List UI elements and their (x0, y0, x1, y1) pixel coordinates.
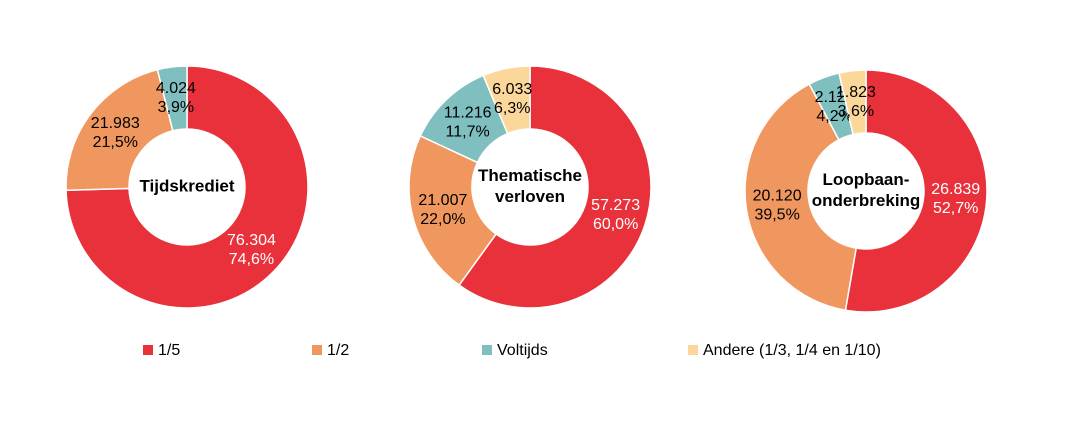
percent-label: 6,3% (494, 100, 530, 117)
percent-label: 60,0% (593, 216, 638, 233)
percent-label: 74,6% (229, 251, 274, 268)
value-label: 20.120 (753, 187, 802, 204)
legend-swatch (688, 345, 698, 355)
chart-title: verloven (495, 187, 565, 206)
donut-segment (838, 69, 867, 136)
legend-label: 1/5 (158, 342, 180, 359)
chart-title: onderbreking (812, 191, 921, 210)
value-label: 11.216 (444, 104, 492, 121)
value-label: 57.273 (591, 197, 640, 214)
legend-label: Voltijds (497, 342, 548, 359)
chart-title: Thematische (478, 166, 582, 185)
value-label: 21.983 (91, 115, 140, 132)
percent-label: 3,6% (838, 103, 874, 120)
donut-segment (458, 65, 652, 309)
chart-title: Loopbaan- (823, 170, 910, 189)
value-label: 26.839 (931, 181, 980, 198)
value-label: 76.304 (227, 232, 276, 249)
chart-title: Tijdskrediet (139, 176, 234, 195)
percent-label: 4,2% (816, 108, 852, 125)
value-label: 6.033 (492, 81, 532, 98)
donut-segment (65, 68, 174, 191)
value-label: 21.007 (418, 192, 467, 209)
percent-label: 11,7% (446, 123, 490, 140)
donut-segment (156, 65, 188, 132)
value-label: 4.024 (156, 80, 196, 97)
legend-swatch (482, 345, 492, 355)
donut-segment (482, 65, 531, 135)
donut-segment (844, 69, 988, 313)
donut-segment (408, 134, 498, 287)
percent-label: 22,0% (420, 211, 465, 228)
legend-label: Andere (1/3, 1/4 en 1/10) (703, 342, 881, 359)
percent-label: 52,7% (933, 200, 978, 217)
donut-segment (744, 83, 858, 312)
donut-segment (65, 65, 309, 309)
value-label: 1.823 (836, 84, 876, 101)
legend-label: 1/2 (327, 342, 349, 359)
percent-label: 21,5% (93, 134, 138, 151)
legend-swatch (143, 345, 153, 355)
percent-label: 39,5% (754, 206, 799, 223)
legend-swatch (312, 345, 322, 355)
percent-label: 3,9% (158, 99, 194, 116)
